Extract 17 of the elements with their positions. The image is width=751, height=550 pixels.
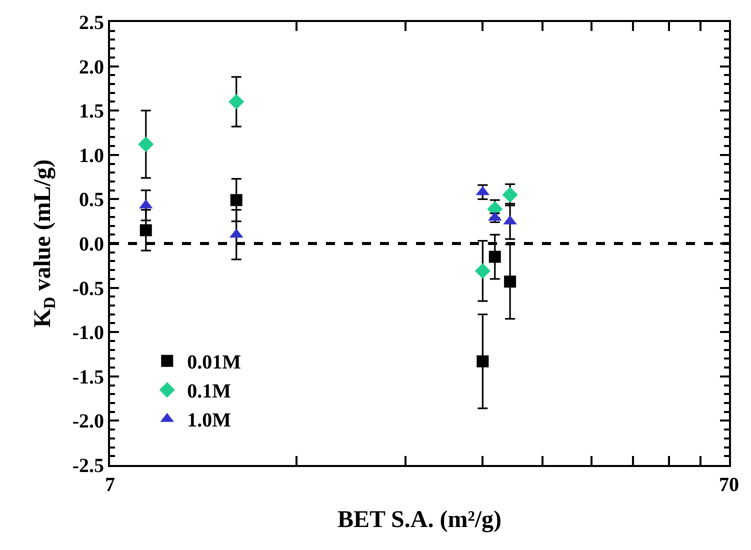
y-tick-label: -2.5 [72,455,104,477]
x-axis-title: BET S.A. (m²/g) [337,506,502,533]
y-tick-label: -0.5 [72,278,104,300]
legend-label: 0.1M [187,380,232,403]
y-tick-label: 0.5 [79,189,104,212]
legend-label: 1.0M [187,410,232,432]
y-tick-label: 1.0 [79,144,104,167]
x-tick-label: 70 [719,474,739,496]
y-tick-label: -1.0 [72,322,104,344]
y-tick-label: 1.5 [79,100,104,123]
y-tick-label: 2.5 [79,12,104,34]
y-tick-label: -2.0 [72,410,104,433]
y-tick-label: -1.5 [72,366,104,388]
y-tick-label: 2.0 [79,56,104,78]
x-tick-label: 7 [105,474,115,496]
y-tick-label: 0.0 [79,234,104,256]
legend-label: 0.01M [187,352,242,374]
